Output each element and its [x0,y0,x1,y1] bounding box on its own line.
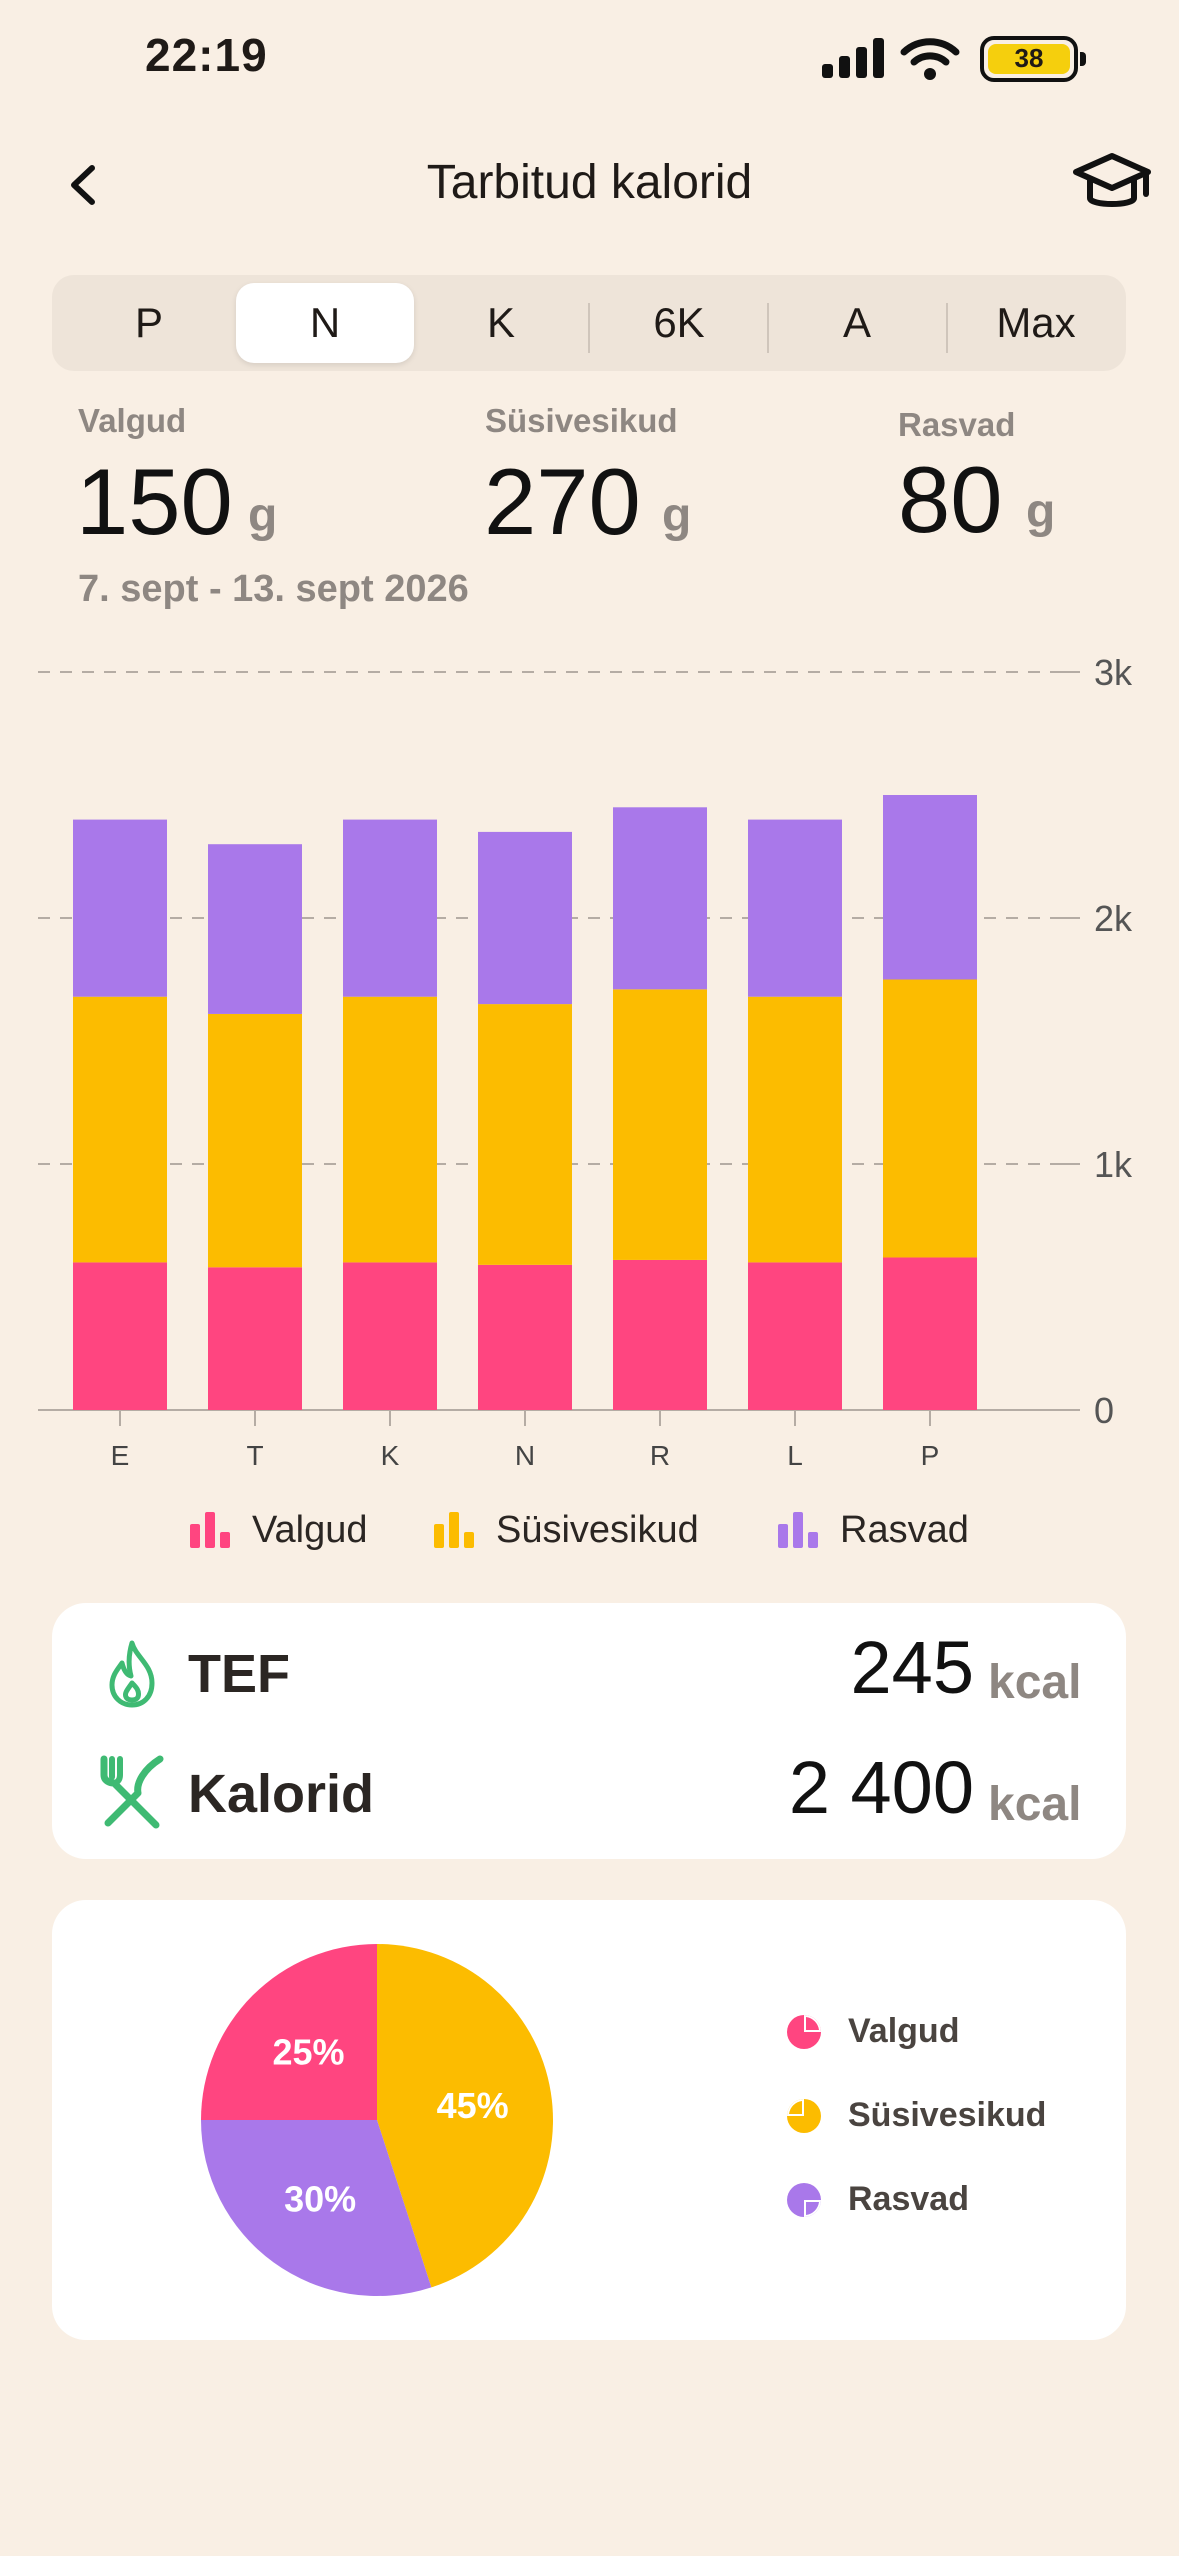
segment-divider [946,303,948,353]
segment-week[interactable]: N [236,283,414,363]
battery-icon: 38 [980,36,1086,82]
tef-value: 245 [850,1626,974,1709]
protein-unit: g [248,489,278,542]
summary-card: TEF 245 kcal Kalorid 2 400 kcal [52,1603,1126,1859]
carbs-label: Süsivesikud [485,402,678,439]
pie-legend-item-fat: Rasvad [786,2180,969,2219]
pie-legend-label: Süsivesikud [848,2096,1047,2134]
x-tick-label: E [111,1440,130,1471]
x-tick-label: T [246,1440,263,1471]
legend-label: Rasvad [840,1508,969,1551]
calories-label: Kalorid [188,1764,375,1824]
bar-segment [208,1013,302,1268]
bar-chart-icon [190,1512,230,1548]
bar-segment [73,1262,167,1410]
bar-segment [748,819,842,997]
macro-pie-chart: 45% 30% 25% [201,1944,553,2296]
bar-segment [343,1262,437,1410]
segment-max[interactable]: Max [996,299,1076,346]
y-tick-label: 2k [1094,898,1133,939]
bar-chart-icon [778,1512,818,1548]
legend-item-protein: Valgud [188,1500,368,1560]
pie-slice [377,1944,553,2288]
carbs-unit: g [662,489,692,542]
fat-unit: g [1026,485,1056,538]
segment-divider [588,303,590,353]
graduation-cap-icon[interactable] [1072,148,1152,218]
x-tick-label: N [515,1440,535,1471]
bar-segment [478,1264,572,1410]
legend-label: Süsivesikud [496,1508,699,1551]
protein-value: 150 [76,449,233,554]
x-tick-label: L [787,1440,803,1471]
fat-label: Rasvad [898,406,1016,443]
x-tick-label: R [650,1440,670,1471]
calories-unit: kcal [988,1778,1082,1831]
pie-chart-icon [787,2098,821,2133]
bar-segment [208,844,302,1014]
chart-legend: Valgud Süsivesikud Rasvad [0,1500,1179,1560]
page-title: Tarbitud kalorid [426,156,753,209]
bar-segment [478,831,572,1005]
bar-segment [748,1262,842,1410]
back-chevron-icon[interactable] [60,160,110,210]
bar-segment [73,996,167,1263]
legend-item-carbs: Süsivesikud [432,1500,699,1560]
segment-day[interactable]: P [134,299,163,346]
wifi-icon [900,38,960,80]
pie-slice [201,1944,377,2120]
bar-segment [613,1259,707,1410]
segment-divider [767,303,769,353]
flame-icon [109,1640,155,1708]
y-tick-label: 3k [1094,652,1133,693]
bar-segment [478,1004,572,1265]
legend-label: Valgud [252,1508,368,1551]
bar-segment [613,989,707,1260]
pie-slice [201,2120,432,2296]
y-tick-label: 1k [1094,1144,1133,1185]
tef-label: TEF [188,1644,290,1704]
calories-value: 2 400 [788,1746,974,1829]
bar-segment [883,1257,977,1410]
pie-legend-label: Valgud [848,2012,960,2050]
x-tick-label: K [381,1440,400,1471]
pie-chart-icon [787,2182,821,2217]
y-tick-label: 0 [1094,1390,1114,1431]
tef-unit: kcal [988,1656,1082,1709]
period-segmented-control: P N K 6K A Max [52,275,1126,371]
bar-segment [883,795,977,980]
bar-segment [748,996,842,1263]
fork-knife-icon [100,1755,164,1829]
pie-legend-label: Rasvad [848,2180,969,2218]
segment-year[interactable]: A [842,299,871,346]
status-bar: 22:19 38 [0,0,1179,120]
bar-segment [73,819,167,997]
pie-chart-icon [787,2014,821,2049]
protein-label: Valgud [78,402,187,439]
bar-segment [208,1267,302,1410]
date-range: 7. sept - 13. sept 2026 [78,568,469,610]
pie-legend-item-protein: Valgud [786,2012,959,2051]
pie-slice-label: 30% [284,2178,356,2219]
segment-month[interactable]: K [486,299,515,346]
cellular-signal-icon [822,36,884,78]
pie-slice-label: 25% [273,2032,345,2073]
carbs-value: 270 [484,449,641,554]
legend-item-fat: Rasvad [776,1500,969,1560]
bar-segment [343,996,437,1263]
battery-level: 38 [1014,43,1044,73]
bar-chart-icon [434,1512,474,1548]
pie-legend-item-carbs: Süsivesikud [786,2096,1046,2135]
bar-segment [613,807,707,990]
bar-segment [883,979,977,1258]
calories-stacked-bar-chart: 0 1k 2k 3k E T K N R L P [38,652,1133,1471]
status-time: 22:19 [145,29,268,81]
x-tick-label: P [921,1440,940,1471]
pie-slice-label: 45% [437,2085,509,2126]
segment-6-months[interactable]: 6K [653,299,705,346]
bar-segment [343,819,437,997]
fat-value: 80 [898,447,1003,552]
